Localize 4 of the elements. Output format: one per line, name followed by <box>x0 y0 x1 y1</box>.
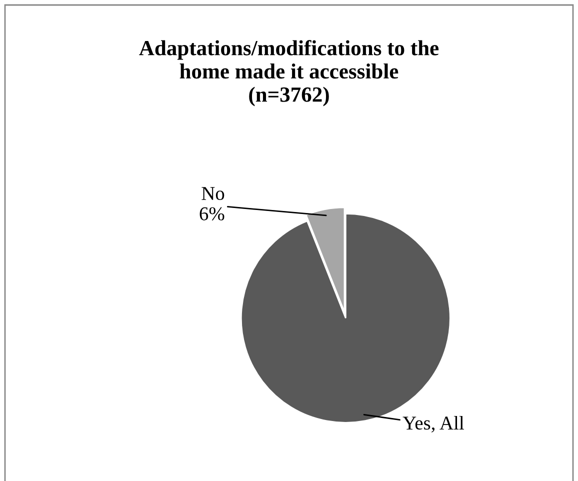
chart-title: Adaptations/modifications to the home made it accessible (n=3762) <box>139 40 439 106</box>
slice-label: No <box>202 187 224 200</box>
data-label: 6% <box>200 207 224 220</box>
slice-label: Yes, All <box>402 416 464 432</box>
